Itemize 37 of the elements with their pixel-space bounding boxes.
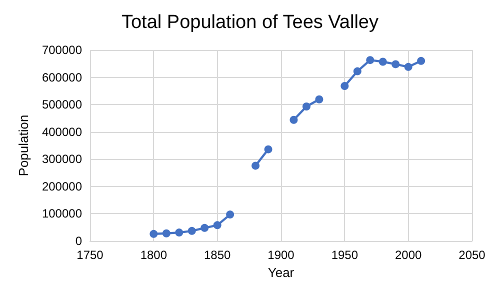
point [378, 58, 387, 66]
x-tick-label: 2000 [394, 248, 422, 262]
point [302, 102, 310, 110]
point [162, 229, 170, 238]
point [315, 95, 324, 104]
y-tick-label: 600000 [42, 70, 82, 84]
x-tick-label: 1850 [204, 248, 232, 262]
x-tick-label: 1900 [268, 248, 295, 262]
point [200, 224, 209, 232]
point [366, 56, 374, 64]
y-tick-label: 100000 [42, 206, 82, 221]
y-tick-label: 200000 [42, 179, 82, 194]
y-tick-label: 300000 [42, 152, 82, 166]
point [404, 62, 412, 71]
chart-title: Total Population of Tees Valley [121, 12, 380, 33]
point [175, 228, 184, 237]
y-tick-label: 500000 [42, 98, 82, 112]
y-tick-label: 700000 [42, 43, 82, 57]
x-tick-label: 1950 [331, 248, 358, 262]
point [188, 226, 196, 235]
x-tick-label: 1750 [76, 248, 104, 262]
y-tick-label: 0 [75, 234, 82, 248]
x-tick-label: 2050 [458, 248, 486, 262]
point [213, 221, 222, 230]
point [353, 67, 362, 76]
y-tick-label: 400000 [42, 124, 82, 139]
point [264, 145, 272, 154]
point [252, 162, 260, 170]
point [417, 56, 426, 65]
x-tick-label: 1800 [140, 248, 168, 262]
point [290, 116, 298, 124]
point [340, 82, 349, 90]
y-axis-title: Population [16, 114, 31, 176]
x-axis-title: Year [268, 265, 295, 280]
point [392, 60, 400, 68]
point [150, 230, 158, 238]
point [226, 210, 234, 219]
